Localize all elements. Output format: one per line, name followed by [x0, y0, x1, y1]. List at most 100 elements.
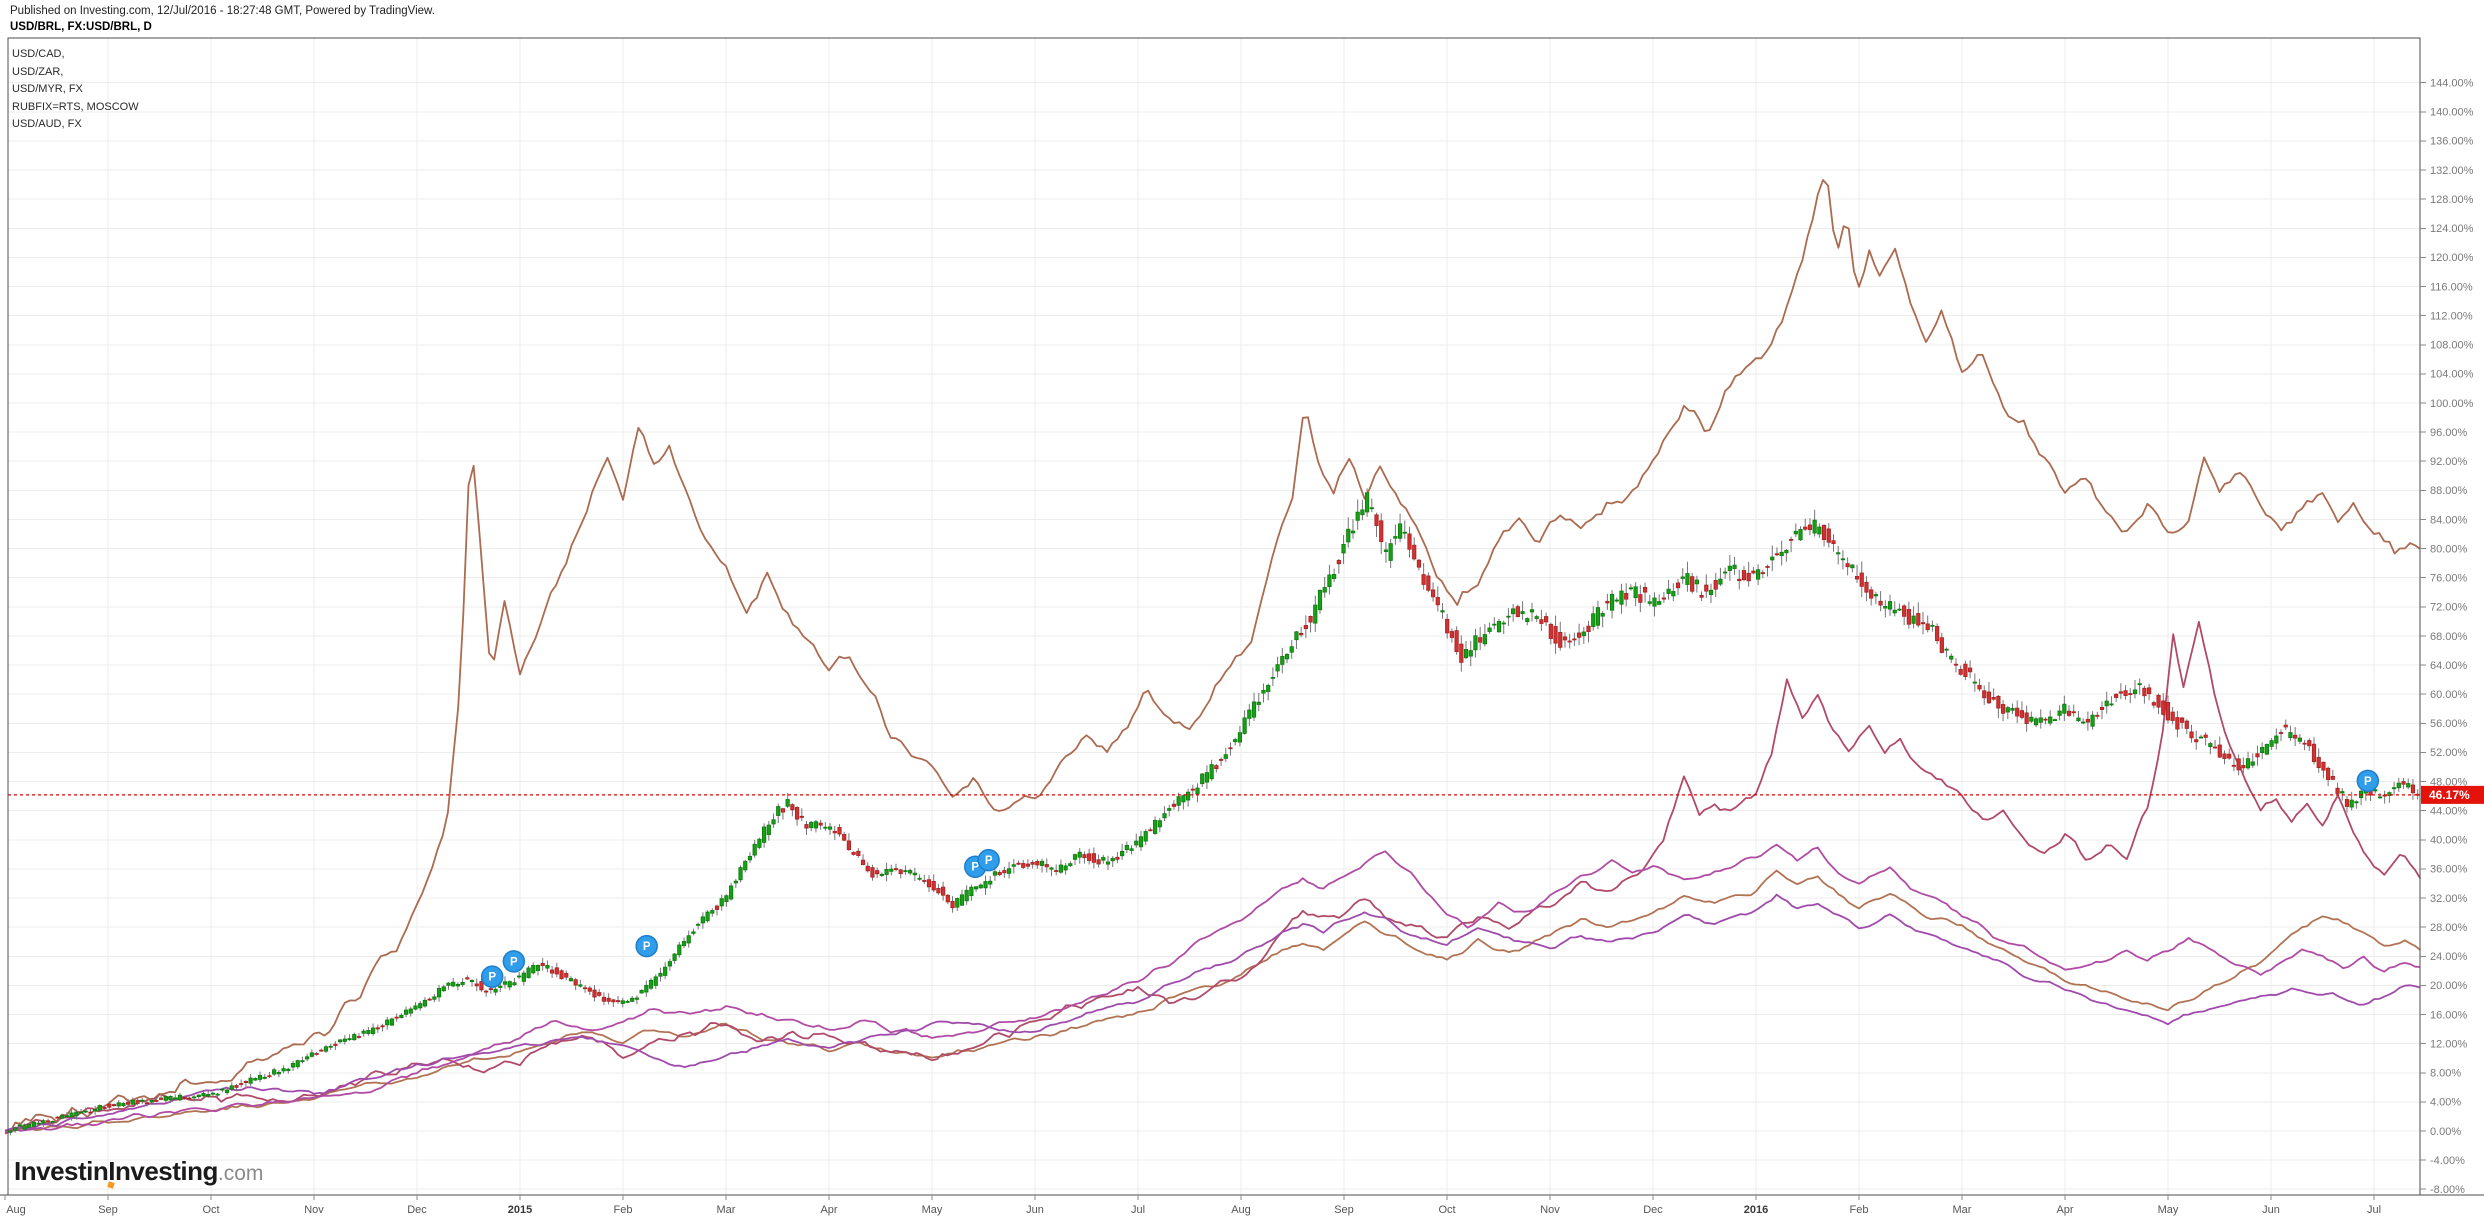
- y-axis-label: 60.00%: [2430, 689, 2468, 701]
- last-price-value: 46.17%: [2429, 788, 2470, 802]
- x-axis-month-label: Jul: [2367, 1204, 2381, 1216]
- legend-item-rubfix-rts-moscow[interactable]: RUBFIX=RTS, MOSCOW: [12, 100, 139, 113]
- x-axis-month-label: Mar: [717, 1204, 736, 1216]
- symbol-title: USD/BRL, FX:USD/BRL, D: [10, 21, 152, 33]
- y-axis-label: 140.00%: [2430, 107, 2474, 119]
- plot-border: [7, 37, 2421, 1196]
- y-axis-label: 88.00%: [2430, 485, 2468, 497]
- p-marker[interactable]: P: [480, 965, 504, 988]
- x-axis-month-label: Nov: [1540, 1204, 1560, 1216]
- y-axis-label: 16.00%: [2430, 1009, 2468, 1021]
- y-axis-label: 112.00%: [2430, 310, 2473, 322]
- y-axis-label: 32.00%: [2430, 893, 2468, 905]
- x-axis-month-label: Oct: [1438, 1204, 1455, 1216]
- x-axis-month-label: Jun: [2262, 1204, 2280, 1216]
- x-axis-month-label: Aug: [6, 1204, 26, 1216]
- grid: [8, 38, 2420, 1195]
- investing-logo-text: InvestinInvesting: [14, 1156, 218, 1186]
- x-axis-month-label: May: [922, 1204, 943, 1216]
- y-axis-label: 24.00%: [2430, 951, 2468, 963]
- x-axis-month-label: Dec: [407, 1204, 427, 1216]
- y-axis-label: 84.00%: [2430, 514, 2468, 526]
- y-axis-label: 12.00%: [2430, 1038, 2468, 1050]
- legend-item-usd-aud-fx[interactable]: USD/AUD, FX: [12, 118, 82, 130]
- y-axis-label: 48.00%: [2430, 776, 2468, 788]
- p-marker[interactable]: P: [502, 950, 526, 973]
- legend-item-usd-zar[interactable]: USD/ZAR,: [12, 65, 64, 78]
- x-axis-month-label: Jul: [1131, 1204, 1145, 1216]
- y-axis-label: 56.00%: [2430, 718, 2468, 730]
- x-axis-month-label: Apr: [820, 1204, 837, 1216]
- x-axis: Aug Sep Oct Nov Dec 2015 Feb Mar Apr May Jun Jul Aug…: [4, 1195, 2381, 1216]
- y-axis-label: -8.00%: [2430, 1184, 2465, 1196]
- series-line-usd-zar: [4, 621, 2422, 1135]
- x-axis-year-label: 2016: [1744, 1204, 1768, 1216]
- x-axis-month-label: Mar: [1953, 1204, 1972, 1216]
- y-axis-label: 4.00%: [2430, 1097, 2461, 1109]
- series-line-usd-myr: [4, 843, 2421, 1134]
- y-axis-label: 8.00%: [2430, 1068, 2461, 1080]
- y-axis-label: 128.00%: [2430, 194, 2474, 206]
- y-axis-label: 76.00%: [2430, 573, 2468, 585]
- p-marker[interactable]: P: [977, 848, 1000, 872]
- p-marker[interactable]: P: [635, 934, 658, 958]
- y-axis-label: 72.00%: [2430, 602, 2468, 614]
- published-line: Published on Investing.com, 12/Jul/2016 …: [10, 5, 435, 17]
- x-axis-month-label: Sep: [98, 1204, 118, 1216]
- p-marker-label: P: [510, 956, 518, 968]
- y-axis-label: 20.00%: [2430, 980, 2468, 992]
- y-axis-label: 124.00%: [2430, 223, 2474, 235]
- p-marker-label: P: [2364, 776, 2372, 788]
- x-axis-month-label: Sep: [1334, 1204, 1354, 1216]
- y-axis-label: 104.00%: [2430, 369, 2474, 381]
- y-axis-label: 28.00%: [2430, 922, 2468, 934]
- legend-item-usd-myr-fx[interactable]: USD/MYR, FX: [12, 83, 83, 95]
- p-marker-label: P: [488, 972, 496, 984]
- x-axis-month-label: Aug: [1231, 1204, 1251, 1216]
- x-axis-month-label: Dec: [1643, 1204, 1663, 1216]
- y-axis-label: -4.00%: [2430, 1155, 2465, 1167]
- x-axis-month-label: Jun: [1026, 1204, 1044, 1216]
- y-axis-label: 64.00%: [2430, 660, 2468, 672]
- p-marker-label: P: [985, 855, 993, 867]
- y-axis-label: 36.00%: [2430, 864, 2468, 876]
- y-axis-label: 40.00%: [2430, 835, 2468, 847]
- y-axis-label: 44.00%: [2430, 805, 2468, 817]
- series-line-usd-aud: [4, 893, 2421, 1132]
- series-candles-usd-brl: [8, 488, 2420, 1136]
- y-axis-label: 120.00%: [2430, 252, 2474, 264]
- y-axis-label: 68.00%: [2430, 631, 2468, 643]
- x-axis-month-label: Apr: [2056, 1204, 2073, 1216]
- p-marker-label: P: [971, 862, 979, 874]
- y-axis-label: 80.00%: [2430, 543, 2468, 555]
- investing-logo: InvestinInvesting.com: [14, 1156, 263, 1187]
- y-axis-label: 96.00%: [2430, 427, 2468, 439]
- x-axis-month-label: Feb: [614, 1204, 633, 1216]
- legend-item-usd-cad[interactable]: USD/CAD,: [12, 48, 65, 60]
- compare-lines: [4, 179, 2422, 1135]
- compare-legend: USD/CAD, USD/ZAR, USD/MYR, FX RUBFIX=RTS, M…: [12, 46, 139, 134]
- y-axis-label: 0.00%: [2430, 1126, 2461, 1138]
- y-axis-label: 108.00%: [2430, 340, 2474, 352]
- x-axis-month-label: Nov: [304, 1204, 324, 1216]
- y-axis-label: 92.00%: [2430, 456, 2468, 468]
- x-axis-year-label: 2015: [508, 1204, 532, 1216]
- y-axis-label: 52.00%: [2430, 747, 2468, 759]
- y-axis-label: 136.00%: [2430, 136, 2474, 148]
- x-axis-month-label: May: [2158, 1204, 2179, 1216]
- series-line-rubfix-rts-moscow: [4, 179, 2421, 1133]
- y-axis-label: 144.00%: [2430, 77, 2474, 89]
- x-axis-month-label: Oct: [202, 1204, 219, 1216]
- last-price-badge: 46.17%: [2421, 785, 2484, 804]
- y-axis-label: 132.00%: [2430, 165, 2474, 177]
- y-axis-label: 100.00%: [2430, 398, 2474, 410]
- x-axis-month-label: Feb: [1850, 1204, 1869, 1216]
- y-axis-label: 116.00%: [2430, 281, 2473, 293]
- p-marker-label: P: [643, 941, 651, 953]
- investing-logo-suffix: .com: [217, 1162, 264, 1185]
- y-axis: 144.00% 140.00% 136.00% 132.00% 128.00% 124.0…: [2420, 77, 2474, 1196]
- p-marker[interactable]: P: [2356, 769, 2380, 793]
